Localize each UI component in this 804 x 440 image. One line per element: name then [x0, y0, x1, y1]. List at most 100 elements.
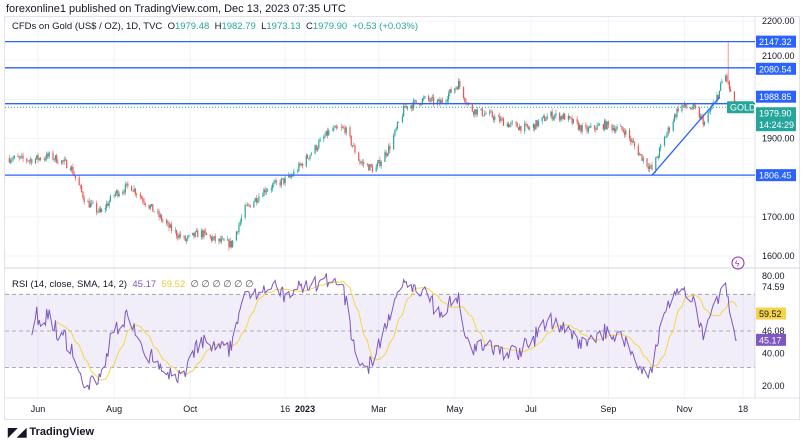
candle-body	[499, 116, 501, 122]
candle-body	[350, 136, 352, 146]
candle-body	[257, 200, 259, 203]
candle-body	[218, 238, 220, 242]
candle-body	[78, 177, 80, 186]
price-tick-label: 2200.00	[762, 16, 795, 26]
candle-body	[305, 155, 307, 167]
candle-body	[27, 160, 29, 162]
time-tick-label: Oct	[183, 404, 198, 414]
time-tick-label: May	[446, 404, 464, 414]
time-tick-label: Jun	[31, 404, 46, 414]
candle-body	[476, 109, 478, 115]
candle-body	[690, 107, 692, 110]
candle-body	[175, 230, 178, 237]
candle-body	[517, 127, 520, 131]
candle-body	[720, 83, 722, 91]
candle-body	[640, 153, 642, 155]
candle-body	[288, 175, 290, 178]
candle-body	[647, 166, 649, 169]
candle-body	[192, 232, 194, 236]
candle-body	[335, 126, 337, 128]
candle-body	[71, 166, 73, 171]
brand-name: TradingView	[29, 426, 95, 438]
candle-body	[561, 116, 563, 119]
candle-body	[132, 190, 134, 192]
candle-body	[628, 130, 631, 139]
candle-body	[38, 158, 40, 160]
rsi-sma-value: 59.52	[161, 279, 186, 290]
candle-body	[316, 147, 319, 151]
candle-body	[19, 156, 22, 158]
candle-body	[244, 205, 246, 218]
symbol-label[interactable]: CFDs on Gold (US$ / OZ), 1D, TVC	[12, 21, 163, 32]
candle-body	[586, 126, 588, 132]
candle-body	[117, 190, 119, 197]
last-price-tag	[756, 107, 796, 132]
candle-body	[655, 157, 657, 170]
last-price-label: 1979.90	[759, 109, 792, 119]
candle-body	[721, 80, 723, 84]
candle-body	[52, 152, 54, 160]
candle-body	[319, 139, 321, 142]
candle-body	[96, 203, 98, 213]
candle-body	[555, 113, 557, 116]
candle-body	[385, 152, 387, 156]
candle-body	[708, 111, 711, 113]
candle-body	[484, 113, 486, 116]
candle-body	[599, 124, 601, 126]
candle-body	[700, 115, 702, 119]
candle-body	[184, 236, 186, 241]
candle-body	[393, 135, 395, 150]
candle-body	[710, 109, 712, 112]
rsi-title[interactable]: RSI (14, close, SMA, 14, 2)	[12, 279, 128, 290]
candle-body	[79, 185, 82, 186]
candle-body	[396, 122, 399, 129]
open-value: 1979.48	[174, 21, 210, 32]
candle-body	[366, 164, 369, 165]
candle-body	[650, 165, 652, 167]
candle-body	[66, 159, 68, 169]
close-label: C	[306, 21, 313, 32]
rsi-axis-label: 80.00	[762, 271, 785, 281]
candle-body	[368, 164, 370, 171]
candle-body	[106, 203, 108, 209]
candle-body	[8, 158, 10, 163]
candle-body	[698, 107, 701, 119]
candle-body	[421, 98, 423, 105]
candle-body	[150, 204, 153, 206]
candle-body	[118, 193, 120, 197]
tradingview-logo[interactable]: ◤◢ TradingView	[8, 425, 94, 439]
candle-body	[315, 145, 317, 151]
candle-body	[615, 129, 617, 132]
candle-body	[228, 239, 230, 248]
candle-body	[589, 127, 591, 129]
candle-body	[53, 159, 55, 161]
candle-body	[401, 116, 404, 123]
price-tick-label: 1900.00	[762, 134, 795, 144]
candle-body	[197, 230, 199, 238]
candle-body	[510, 122, 512, 125]
candle-body	[607, 121, 609, 125]
candle-body	[525, 123, 527, 125]
candle-body	[104, 208, 106, 210]
publisher-line: forexonline1 published on TradingView.co…	[6, 3, 346, 15]
candle-body	[424, 96, 426, 98]
candle-body	[39, 158, 42, 160]
candle-body	[668, 127, 671, 131]
candle-body	[606, 121, 608, 130]
candle-body	[361, 162, 364, 163]
price-tick-label: 1600.00	[762, 251, 795, 261]
candle-body	[474, 109, 476, 115]
candle-body	[489, 111, 491, 114]
candle-body	[133, 188, 135, 192]
candle-body	[507, 123, 510, 128]
candle-body	[194, 231, 196, 237]
candle-body	[101, 209, 103, 212]
candle-body	[544, 116, 546, 121]
candle-body	[247, 204, 249, 206]
candle-body	[232, 240, 234, 247]
candle-body	[262, 196, 264, 197]
rsi-sma-tag-label: 59.52	[759, 309, 782, 319]
candle-body	[450, 89, 452, 93]
candle-body	[449, 89, 451, 94]
